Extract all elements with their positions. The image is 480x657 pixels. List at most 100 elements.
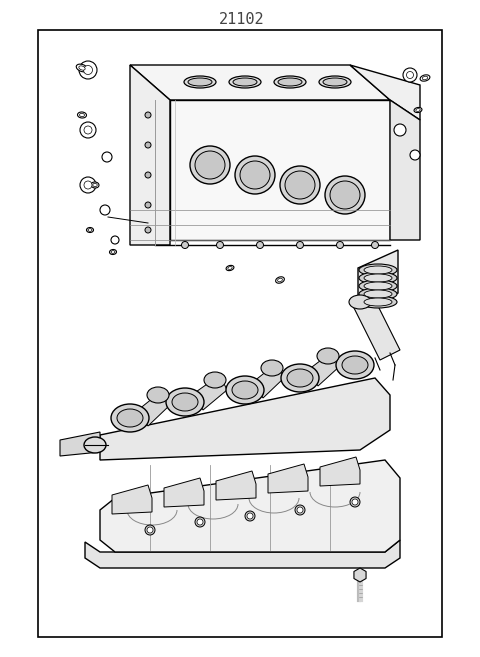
Circle shape	[147, 527, 153, 533]
Ellipse shape	[323, 78, 347, 86]
Circle shape	[145, 202, 151, 208]
Circle shape	[111, 236, 119, 244]
Circle shape	[145, 227, 151, 233]
Polygon shape	[320, 457, 360, 486]
Ellipse shape	[422, 76, 428, 79]
Ellipse shape	[277, 278, 282, 282]
Polygon shape	[193, 375, 227, 410]
Ellipse shape	[359, 280, 397, 292]
Circle shape	[407, 72, 413, 78]
Ellipse shape	[240, 161, 270, 189]
Polygon shape	[130, 65, 170, 245]
Circle shape	[181, 242, 189, 248]
Polygon shape	[253, 363, 284, 398]
Ellipse shape	[317, 348, 339, 364]
Ellipse shape	[416, 108, 420, 112]
Polygon shape	[358, 250, 398, 311]
Circle shape	[247, 513, 253, 519]
Polygon shape	[350, 290, 400, 360]
Ellipse shape	[111, 404, 149, 432]
Ellipse shape	[261, 360, 283, 376]
Polygon shape	[112, 485, 152, 514]
Ellipse shape	[287, 369, 313, 387]
Circle shape	[350, 497, 360, 507]
Polygon shape	[354, 568, 366, 582]
Ellipse shape	[281, 364, 319, 392]
Ellipse shape	[336, 351, 374, 379]
Circle shape	[245, 511, 255, 521]
Ellipse shape	[147, 387, 169, 403]
Ellipse shape	[172, 393, 198, 411]
Ellipse shape	[414, 108, 422, 112]
Circle shape	[84, 181, 92, 189]
Circle shape	[295, 505, 305, 515]
Ellipse shape	[330, 181, 360, 209]
Ellipse shape	[364, 290, 392, 298]
Ellipse shape	[184, 76, 216, 88]
Ellipse shape	[91, 182, 99, 188]
Polygon shape	[100, 460, 400, 552]
Polygon shape	[390, 100, 420, 240]
Ellipse shape	[364, 274, 392, 282]
Circle shape	[403, 68, 417, 82]
Ellipse shape	[76, 64, 88, 72]
Ellipse shape	[349, 295, 371, 309]
Circle shape	[336, 242, 344, 248]
Polygon shape	[130, 65, 390, 100]
Ellipse shape	[232, 381, 258, 399]
Circle shape	[297, 242, 303, 248]
Circle shape	[79, 61, 97, 79]
Ellipse shape	[325, 176, 365, 214]
Polygon shape	[308, 351, 340, 386]
Ellipse shape	[109, 250, 117, 254]
Ellipse shape	[195, 151, 225, 179]
Ellipse shape	[86, 227, 94, 233]
Circle shape	[216, 242, 224, 248]
Ellipse shape	[226, 376, 264, 404]
Circle shape	[256, 242, 264, 248]
Polygon shape	[100, 378, 390, 460]
Circle shape	[352, 499, 358, 505]
Ellipse shape	[280, 166, 320, 204]
Circle shape	[145, 112, 151, 118]
Ellipse shape	[190, 146, 230, 184]
Circle shape	[145, 525, 155, 535]
Circle shape	[145, 142, 151, 148]
Polygon shape	[138, 390, 170, 426]
Circle shape	[195, 517, 205, 527]
Polygon shape	[268, 464, 308, 493]
Ellipse shape	[229, 76, 261, 88]
Ellipse shape	[111, 250, 115, 254]
Ellipse shape	[77, 112, 86, 118]
Ellipse shape	[359, 264, 397, 276]
Circle shape	[394, 124, 406, 136]
Circle shape	[102, 152, 112, 162]
Polygon shape	[216, 471, 256, 500]
Ellipse shape	[359, 288, 397, 300]
Ellipse shape	[117, 409, 143, 427]
Circle shape	[80, 177, 96, 193]
Polygon shape	[164, 478, 204, 507]
Polygon shape	[350, 65, 420, 120]
Ellipse shape	[166, 388, 204, 416]
Ellipse shape	[364, 266, 392, 274]
Circle shape	[84, 66, 93, 74]
Ellipse shape	[359, 272, 397, 284]
Polygon shape	[170, 100, 390, 240]
Ellipse shape	[228, 267, 232, 269]
Ellipse shape	[364, 298, 392, 306]
Ellipse shape	[93, 183, 97, 187]
Ellipse shape	[276, 277, 284, 283]
Ellipse shape	[364, 282, 392, 290]
Ellipse shape	[278, 78, 302, 86]
Bar	[38, 30, 442, 637]
Ellipse shape	[79, 66, 85, 70]
Ellipse shape	[359, 296, 397, 308]
Ellipse shape	[319, 76, 351, 88]
Ellipse shape	[204, 372, 226, 388]
Ellipse shape	[233, 78, 257, 86]
Ellipse shape	[188, 78, 212, 86]
Ellipse shape	[342, 356, 368, 374]
Ellipse shape	[88, 229, 92, 231]
Ellipse shape	[285, 171, 315, 199]
